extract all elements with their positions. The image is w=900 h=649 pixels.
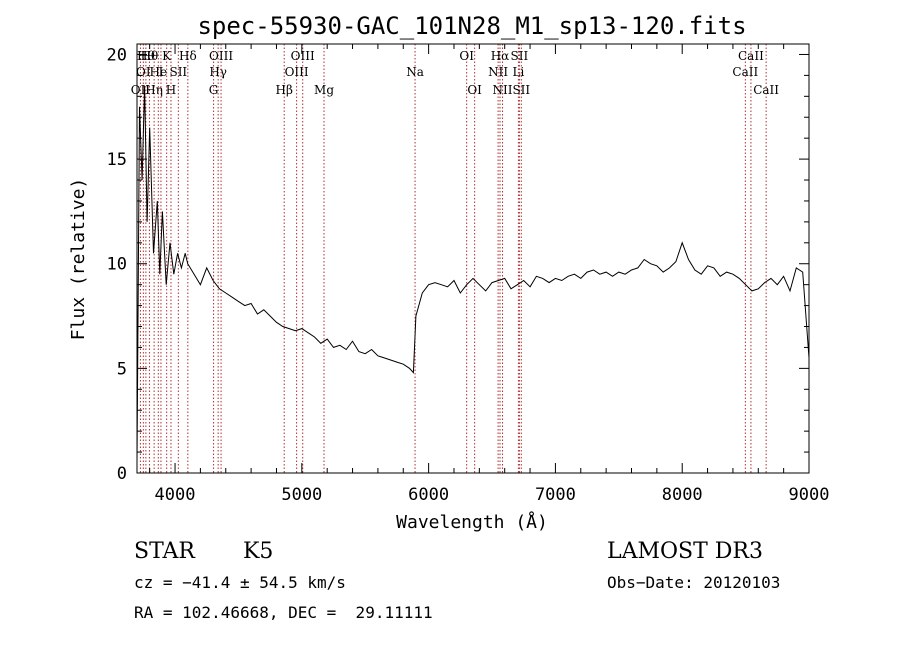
spectral-line-label: G bbox=[209, 83, 219, 97]
spectral-line-label: OII bbox=[131, 83, 151, 97]
x-tick-label: 8000 bbox=[662, 485, 703, 505]
redshift-velocity: cz = −41.4 ± 54.5 km/s bbox=[134, 573, 346, 592]
spectral-line-label: Hθ bbox=[141, 49, 159, 63]
spectral-line-label: He bbox=[150, 65, 168, 79]
x-axis-label: Wavelength (Å) bbox=[396, 511, 548, 533]
spectral-line-label: NII bbox=[493, 83, 513, 97]
spectral-line-label: Hδ bbox=[179, 49, 197, 63]
spectral-line-label: Hη bbox=[145, 83, 163, 97]
spectral-line-label: SII bbox=[511, 49, 529, 63]
x-tick-label: 6000 bbox=[408, 485, 449, 505]
x-tick-label: 5000 bbox=[281, 485, 322, 505]
y-axis-label: Flux (relative) bbox=[68, 178, 89, 341]
y-tick-label: 10 bbox=[107, 255, 127, 275]
y-tick-label: 15 bbox=[107, 150, 127, 170]
spectral-line-label: CaII bbox=[738, 49, 764, 63]
spectral-line-label: Hθ bbox=[137, 49, 155, 63]
survey-name: LAMOST DR3 bbox=[607, 539, 763, 564]
spectral-line-label: OIII bbox=[209, 49, 233, 63]
spectral-line-label: CaII bbox=[753, 83, 779, 97]
sky-coordinates: RA = 102.46668, DEC = 29.11111 bbox=[134, 603, 433, 622]
y-tick-label: 20 bbox=[107, 45, 127, 65]
x-tick-label: 9000 bbox=[789, 485, 830, 505]
spectral-line-label: Mg bbox=[314, 83, 334, 97]
spectral-line-label: OIII bbox=[291, 49, 315, 63]
y-axis-ticks: 0 5 10 15 20 bbox=[107, 45, 809, 484]
spectral-line-label: NII bbox=[488, 65, 508, 79]
spectral-line-label: H bbox=[166, 83, 176, 97]
spectral-line-label: OI bbox=[467, 83, 482, 97]
x-tick-label: 4000 bbox=[155, 485, 196, 505]
spectral-line-label: Li bbox=[512, 65, 524, 79]
spectrum-line bbox=[136, 85, 810, 463]
object-subclass: K5 bbox=[243, 539, 274, 564]
y-tick-label: 5 bbox=[117, 359, 127, 379]
spectral-line-label: Hβ bbox=[276, 83, 293, 97]
plot-frame bbox=[136, 43, 810, 474]
x-tick-label: 7000 bbox=[535, 485, 576, 505]
y-tick-label: 0 bbox=[117, 464, 127, 484]
spectral-line-label: K bbox=[162, 49, 172, 63]
spectral-line-label: I bbox=[159, 65, 164, 79]
spectral-line-label: SII bbox=[169, 65, 187, 79]
observation-date: Obs−Date: 20120103 bbox=[607, 573, 781, 592]
spectral-line-label: Hγ bbox=[209, 65, 227, 79]
spectral-line-label: Na bbox=[406, 65, 424, 79]
spectral-line-label: CaII bbox=[732, 65, 758, 79]
x-axis-ticks: 4000 5000 6000 7000 8000 9000 bbox=[149, 44, 830, 505]
spectral-line-label: SII bbox=[512, 83, 530, 97]
spectral-line-label: OI bbox=[459, 49, 474, 63]
chart-title: spec-55930-GAC_101N28_M1_sp13-120.fits bbox=[197, 12, 746, 40]
spectral-line-label: OIII bbox=[285, 65, 309, 79]
spectral-line-markers bbox=[139, 44, 767, 473]
spectral-line-label: Hα bbox=[491, 49, 510, 63]
object-class: STAR bbox=[134, 539, 195, 564]
